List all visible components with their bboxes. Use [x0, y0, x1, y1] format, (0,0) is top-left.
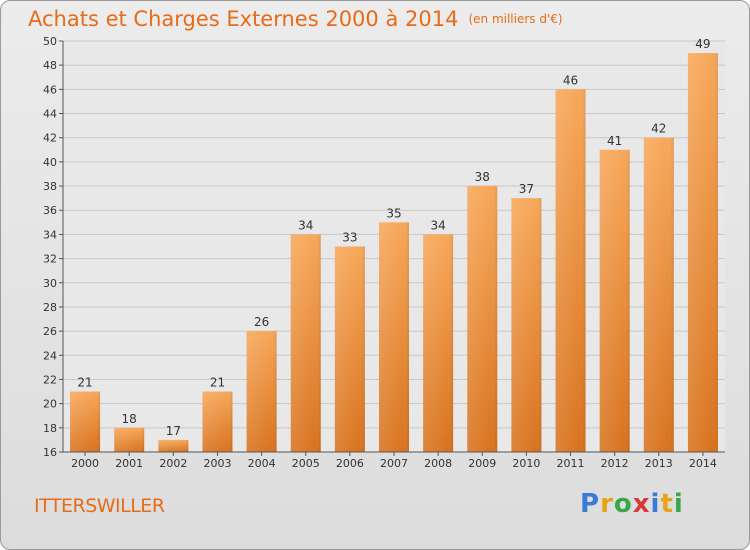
logo-letter-0: P	[580, 489, 601, 519]
value-label-2006: 33	[342, 231, 357, 245]
chart-title: Achats et Charges Externes 2000 à 2014 (e…	[28, 7, 563, 31]
bar-shade-2003	[202, 391, 233, 452]
proxiti-logo: Proxiti	[580, 489, 684, 519]
y-tick-label-6: 28	[43, 301, 57, 314]
location-label: ITTERSWILLER	[34, 495, 165, 517]
y-tick-label-13: 42	[43, 132, 57, 145]
y-tick-label-5: 26	[43, 325, 57, 338]
y-tick-label-1: 18	[43, 422, 57, 435]
y-tick-label-14: 44	[43, 108, 57, 121]
x-tick-label-2001: 2001	[115, 457, 143, 470]
x-tick-label-2013: 2013	[645, 457, 673, 470]
bar-shade-2009	[467, 186, 498, 452]
y-axis: 16 18 20 22 24 26 28 30 32 34 36 38 40 42 44 46 48 50	[43, 35, 64, 459]
logo-letter-3: x	[632, 489, 651, 519]
chart-unit: (en milliers d'€)	[468, 12, 563, 26]
value-label-2009: 38	[475, 170, 490, 184]
value-label-2002: 17	[166, 424, 181, 438]
x-tick-label-2014: 2014	[689, 457, 717, 470]
x-tick-label-2005: 2005	[292, 457, 320, 470]
y-tick-label-15: 46	[43, 83, 57, 96]
y-tick-label-10: 36	[43, 204, 57, 217]
value-label-2003: 21	[210, 376, 225, 390]
bar-shade-2000	[70, 391, 101, 452]
bar-shade-2006	[334, 246, 365, 452]
bar-shade-2005	[290, 234, 321, 452]
logo-letter-5: t	[660, 489, 674, 519]
x-axis: 2000 2001 2002 2003 2004 2005 2006 2007 2008 2009…	[63, 451, 725, 470]
y-tick-label-16: 48	[43, 59, 57, 72]
logo-letter-2: o	[613, 489, 633, 519]
y-tick-label-8: 32	[43, 253, 57, 266]
x-tick-label-2007: 2007	[380, 457, 408, 470]
bar-shade-2014	[687, 53, 718, 453]
chart-title-text: Achats et Charges Externes 2000 à 2014	[28, 7, 459, 31]
x-tick-label-2006: 2006	[336, 457, 364, 470]
value-label-2004: 26	[254, 315, 269, 329]
bar-shade-2012	[599, 149, 630, 452]
y-tick-label-0: 16	[43, 446, 57, 459]
y-tick-label-7: 30	[43, 277, 57, 290]
y-tick-label-9: 34	[43, 228, 57, 241]
y-tick-label-4: 24	[43, 349, 57, 362]
x-tick-label-2009: 2009	[468, 457, 496, 470]
logo-letter-1: r	[600, 489, 614, 519]
value-label-2012: 41	[607, 134, 622, 148]
x-tick-label-2002: 2002	[159, 457, 187, 470]
x-tick-label-2012: 2012	[601, 457, 629, 470]
value-label-2011: 46	[563, 73, 578, 87]
value-labels: 21 18 17 21 26 34 33 35 34 38 37 46 41 42 49	[77, 37, 710, 438]
value-label-2010: 37	[519, 182, 534, 196]
value-label-2013: 42	[651, 122, 666, 136]
y-tick-label-12: 40	[43, 156, 57, 169]
value-label-2007: 35	[386, 206, 401, 220]
bar-shade-2010	[511, 198, 542, 452]
bar-shade-2008	[423, 234, 454, 452]
value-label-2014: 49	[695, 37, 710, 51]
bar-shade-2004	[246, 331, 277, 452]
y-tick-label-11: 38	[43, 180, 57, 193]
bars	[70, 53, 718, 453]
bar-shade-2002	[158, 439, 189, 452]
value-label-2000: 21	[77, 376, 92, 390]
y-tick-label-3: 22	[43, 373, 57, 386]
bar-shade-2007	[379, 222, 409, 452]
value-label-2001: 18	[122, 412, 137, 426]
logo-letter-4: i	[650, 489, 661, 519]
x-tick-label-2010: 2010	[512, 457, 540, 470]
x-tick-label-2003: 2003	[203, 457, 231, 470]
value-label-2008: 34	[430, 218, 445, 232]
bar-shade-2011	[555, 89, 586, 453]
x-tick-label-2000: 2000	[71, 457, 99, 470]
x-tick-label-2004: 2004	[248, 457, 276, 470]
bar-shade-2001	[114, 427, 145, 452]
y-tick-label-2: 20	[43, 398, 57, 411]
value-label-2005: 34	[298, 218, 313, 232]
x-tick-label-2008: 2008	[424, 457, 452, 470]
y-tick-label-17: 50	[43, 35, 57, 48]
x-tick-label-2011: 2011	[557, 457, 585, 470]
logo-letter-6: i	[673, 489, 684, 519]
bar-shade-2013	[643, 137, 674, 453]
